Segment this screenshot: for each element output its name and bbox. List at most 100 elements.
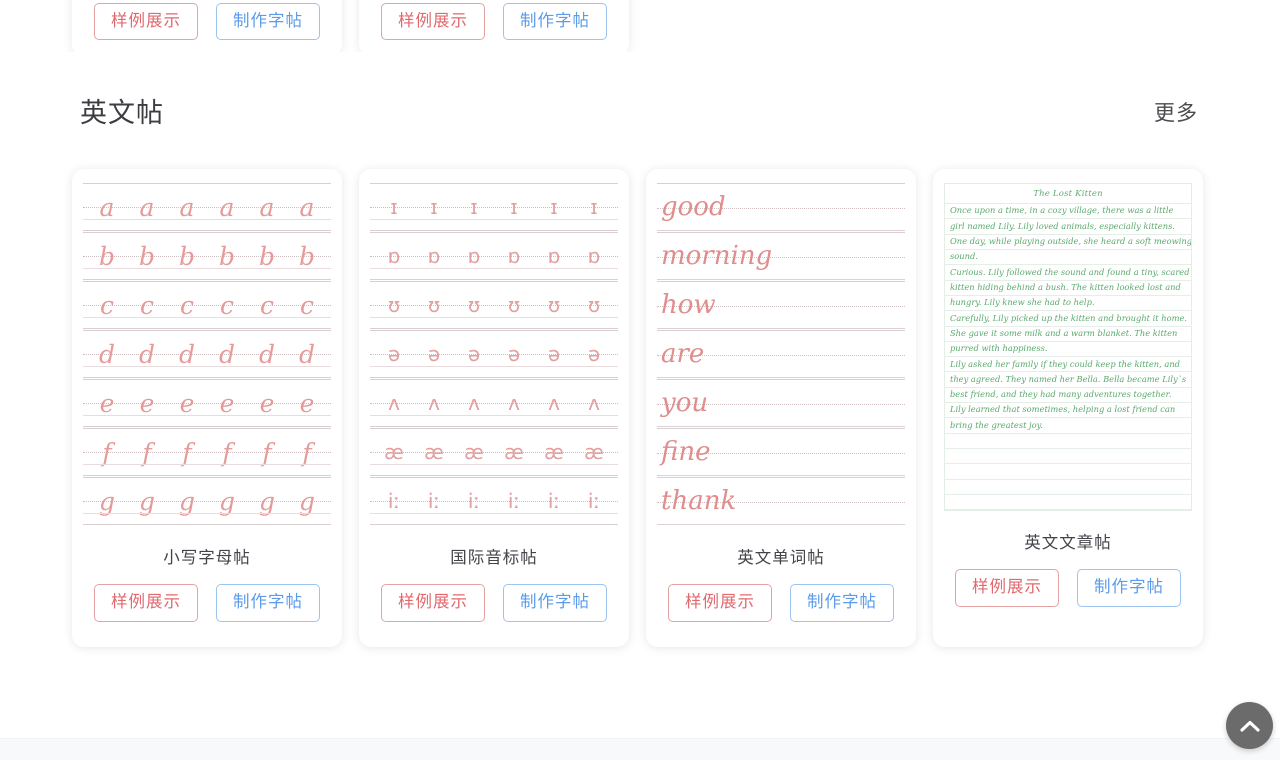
make-button[interactable]: 制作字帖 — [1077, 569, 1181, 607]
article-line: Carefully, Lily picked up the kitten and… — [945, 311, 1191, 327]
card-ipa[interactable]: ɪ ɪ ɪ ɪ ɪ ɪ ɒ ɒ ɒ ɒ ɒ ɒ ʊ ʊ ʊ ʊ ʊ ʊ ə ə ə ə ə ə ʌ ʌ ʌ ʌ ʌ ʌ æ æ æ æ æ æ iː iː… — [359, 169, 629, 647]
practice-glyph: ʌ — [468, 391, 480, 415]
article-line: purred with happiness. — [945, 342, 1191, 358]
preview-article: The Lost Kitten Once upon a time, in a c… — [944, 183, 1192, 512]
make-button[interactable]: 制作字帖 — [503, 2, 607, 40]
practice-glyph: g — [178, 486, 195, 516]
article-line: Lily asked her family if they could keep… — [945, 357, 1191, 373]
make-button[interactable]: 制作字帖 — [216, 584, 320, 622]
sample-button[interactable]: 样例展示 — [94, 584, 198, 622]
article-line — [945, 434, 1191, 449]
practice-glyph: ʌ — [508, 391, 520, 415]
practice-glyph: e — [139, 388, 155, 418]
practice-glyph: f — [142, 437, 152, 467]
practice-glyph: ɪ — [510, 195, 518, 219]
practice-glyph: g — [218, 486, 235, 516]
practice-glyph: e — [99, 388, 115, 418]
practice-glyph: ɒ — [587, 244, 601, 268]
article-line: sound. — [945, 250, 1191, 266]
practice-glyph: b — [298, 241, 315, 271]
practice-glyph: f — [182, 437, 192, 467]
card-partial-2[interactable]: 样例展示 制作字帖 — [359, 0, 629, 52]
article-sheet: The Lost Kitten Once upon a time, in a c… — [944, 183, 1192, 512]
practice-glyph: c — [259, 290, 274, 320]
article-line — [945, 464, 1191, 480]
sample-button[interactable]: 样例展示 — [381, 584, 485, 622]
practice-glyph: ʊ — [387, 293, 401, 317]
make-button[interactable]: 制作字帖 — [216, 2, 320, 40]
practice-glyph: ɒ — [467, 244, 481, 268]
sample-button[interactable]: 样例展示 — [668, 584, 772, 622]
practice-word: thank — [661, 486, 737, 516]
card-partial-1[interactable]: 样例展示 制作字帖 — [72, 0, 342, 52]
practice-glyph: d — [298, 339, 315, 369]
practice-glyph: c — [219, 290, 234, 320]
article-body: Once upon a time, in a cozy village, the… — [945, 204, 1191, 511]
practice-glyph: d — [258, 339, 275, 369]
practice-glyph: g — [98, 486, 115, 516]
practice-glyph: ɒ — [387, 244, 401, 268]
article-line: bring the greatest joy. — [945, 418, 1191, 434]
page-title: 英文帖 — [80, 98, 164, 128]
practice-glyph: d — [138, 339, 155, 369]
practice-line: iː iː iː iː iː iː — [370, 477, 618, 525]
practice-glyph: g — [138, 486, 155, 516]
footer-band — [0, 738, 1280, 760]
preview-words: good morning how are you fine thank — [657, 183, 905, 526]
practice-glyph: ɪ — [470, 195, 478, 219]
previous-row-clipped: 样例展示 制作字帖 样例展示 制作字帖 — [0, 0, 1280, 52]
article-line: best friend, and they had many adventure… — [945, 388, 1191, 404]
article-line: hungry. Lily knew she had to help. — [945, 296, 1191, 312]
practice-glyph: iː — [547, 489, 561, 513]
practice-glyph: a — [299, 192, 315, 222]
more-link[interactable]: 更多 — [1154, 102, 1198, 125]
sample-button[interactable]: 样例展示 — [94, 2, 198, 40]
practice-glyph: f — [222, 437, 232, 467]
practice-glyph: f — [102, 437, 112, 467]
practice-glyph: b — [178, 241, 195, 271]
practice-ruling-words: good morning how are you fine thank — [657, 183, 905, 525]
practice-glyph: ʊ — [507, 293, 521, 317]
practice-glyph: c — [99, 290, 114, 320]
practice-glyph: ə — [587, 342, 601, 366]
card-words[interactable]: good morning how are you fine thank 英文单词帖 样例展示… — [646, 169, 916, 647]
make-button[interactable]: 制作字帖 — [790, 584, 894, 622]
make-button[interactable]: 制作字帖 — [503, 584, 607, 622]
practice-glyph: a — [259, 192, 275, 222]
back-to-top-button[interactable] — [1226, 702, 1273, 749]
practice-glyph: d — [218, 339, 235, 369]
practice-glyph: ʊ — [587, 293, 601, 317]
practice-glyph: iː — [467, 489, 481, 513]
practice-glyph: æ — [384, 440, 404, 464]
card-title: 英文单词帖 — [737, 549, 825, 567]
sample-button[interactable]: 样例展示 — [955, 569, 1059, 607]
practice-glyph: g — [298, 486, 315, 516]
article-line — [945, 495, 1191, 511]
practice-glyph: æ — [464, 440, 484, 464]
practice-glyph: ʊ — [467, 293, 481, 317]
practice-glyph: æ — [424, 440, 444, 464]
sample-button[interactable]: 样例展示 — [381, 2, 485, 40]
practice-glyph: ʌ — [588, 391, 600, 415]
practice-glyph: f — [262, 437, 272, 467]
card-title: 英文文章帖 — [1024, 534, 1112, 553]
card-article[interactable]: The Lost Kitten Once upon a time, in a c… — [933, 169, 1203, 647]
practice-line: thank — [657, 477, 905, 525]
